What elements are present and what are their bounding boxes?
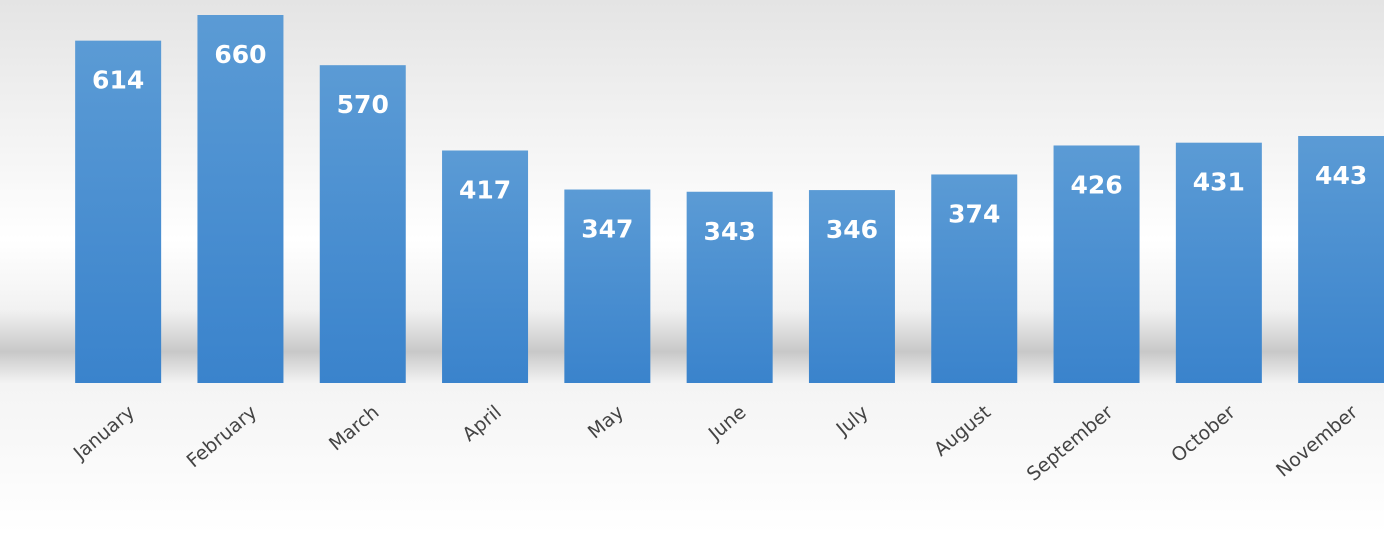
data-label: 346: [826, 215, 878, 244]
data-label: 426: [1070, 170, 1122, 199]
data-label: 347: [581, 215, 633, 244]
bar: [808, 190, 895, 383]
data-label: 660: [214, 40, 266, 69]
bar: [686, 191, 773, 383]
bar: [1298, 135, 1384, 383]
data-label: 443: [1315, 161, 1367, 190]
bar: [197, 15, 284, 383]
data-label: 614: [92, 66, 144, 95]
bar: [442, 150, 529, 383]
data-label: 343: [704, 217, 756, 246]
data-label: 431: [1193, 168, 1245, 197]
bar: [564, 189, 651, 383]
data-label: 417: [459, 175, 511, 204]
data-label: 374: [948, 199, 1000, 228]
bar: [1053, 145, 1140, 383]
bar: [1175, 142, 1262, 383]
bar: [931, 174, 1018, 383]
data-label: 570: [337, 90, 389, 119]
bar: [75, 40, 162, 383]
bar: [319, 65, 406, 383]
